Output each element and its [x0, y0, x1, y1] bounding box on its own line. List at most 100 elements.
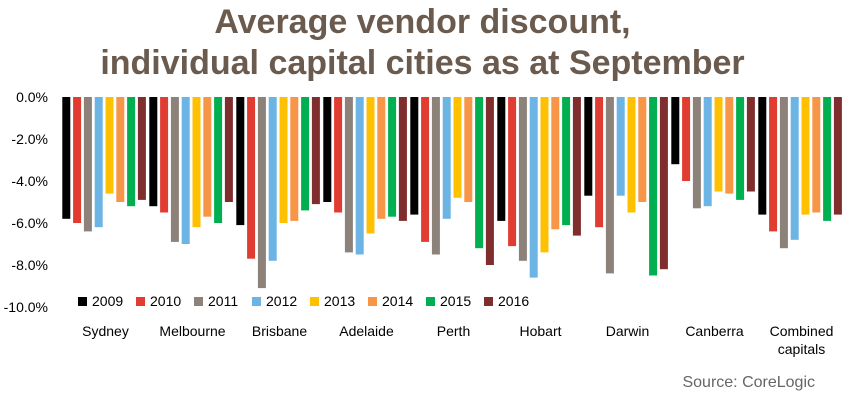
bar [214, 97, 223, 223]
bar [105, 97, 114, 194]
bar [540, 97, 549, 253]
bar [464, 97, 473, 202]
bar [334, 97, 343, 213]
x-category-label: Canberra [685, 323, 744, 339]
y-tick-label: -8.0% [11, 257, 48, 273]
x-category-label: Perth [437, 323, 470, 339]
legend-swatch [194, 297, 203, 306]
bar [518, 97, 527, 261]
legend-label: 2011 [208, 293, 238, 309]
x-category-label: Hobart [519, 323, 561, 339]
bar [659, 97, 668, 270]
bar [279, 97, 288, 223]
bar [453, 97, 462, 198]
bar [410, 97, 419, 215]
legend-label: 2012 [266, 293, 297, 309]
legend-label: 2013 [324, 293, 355, 309]
bar [769, 97, 778, 232]
bar [181, 97, 190, 244]
legend-label: 2010 [150, 293, 181, 309]
bar [714, 97, 723, 192]
bar [497, 97, 506, 221]
legend-swatch [78, 297, 87, 306]
bar [682, 97, 691, 181]
bar [137, 97, 146, 200]
bar [268, 97, 277, 261]
bar [801, 97, 810, 215]
x-category-label: capitals [778, 341, 825, 357]
bar [572, 97, 581, 236]
bar [671, 97, 680, 165]
x-category-label: Sydney [82, 323, 129, 339]
legend: 2009 2010 2011 2012 2013 2014 2015 2016 [78, 293, 529, 309]
source-note: Source: CoreLogic [682, 374, 815, 391]
legend-label: 2014 [382, 293, 413, 309]
bar [366, 97, 375, 234]
bar [192, 97, 201, 228]
x-category-label: Melbourne [159, 323, 225, 339]
bar [377, 97, 386, 219]
bar [311, 97, 320, 205]
bar [562, 97, 571, 226]
bar [73, 97, 82, 223]
bar [508, 97, 517, 247]
bar [736, 97, 745, 200]
bar [83, 97, 92, 232]
y-tick-label: -6.0% [11, 215, 48, 231]
bar [638, 97, 647, 202]
y-tick-label: -4.0% [11, 173, 48, 189]
legend-swatch [310, 297, 319, 306]
bar [323, 97, 332, 202]
legend-swatch [426, 297, 435, 306]
chart-title-line-1: Average vendor discount, [214, 3, 631, 41]
bar [475, 97, 484, 249]
bar [485, 97, 494, 265]
y-tick-label: 0.0% [16, 89, 48, 105]
bar [344, 97, 353, 253]
bar [62, 97, 71, 219]
bar [290, 97, 299, 221]
bar [170, 97, 179, 242]
bar [236, 97, 245, 226]
legend-swatch [252, 297, 261, 306]
x-axis: Sydney Melbourne Brisbane Adelaide Perth Hoba… [82, 323, 833, 357]
chart-title-line-2: individual capital cities as at Septembe… [100, 44, 745, 82]
bar [605, 97, 614, 274]
bar [790, 97, 799, 240]
bar [355, 97, 364, 255]
bar [746, 97, 755, 192]
bar [551, 97, 560, 230]
bar [703, 97, 712, 207]
bar [301, 97, 310, 211]
bar [529, 97, 538, 278]
bar [203, 97, 212, 217]
bar [94, 97, 103, 228]
bar [692, 97, 701, 209]
legend-label: 2009 [92, 293, 123, 309]
legend-label: 2015 [440, 293, 471, 309]
bar [616, 97, 625, 196]
bar [116, 97, 125, 202]
bar [224, 97, 233, 202]
x-category-label: Darwin [606, 323, 650, 339]
bar [398, 97, 407, 221]
legend-swatch [484, 297, 493, 306]
legend-swatch [368, 297, 377, 306]
legend-label: 2016 [498, 293, 529, 309]
y-tick-label: -10.0% [4, 299, 48, 315]
bar [442, 97, 451, 219]
x-category-label: Combined [770, 323, 834, 339]
x-category-label: Brisbane [252, 323, 307, 339]
bar [421, 97, 430, 242]
bar [627, 97, 636, 213]
bar [431, 97, 440, 255]
bar [779, 97, 788, 249]
y-axis: 0.0% -2.0% -4.0% -6.0% -8.0% -10.0% [4, 89, 48, 315]
bar [257, 97, 266, 289]
legend-swatch [136, 297, 145, 306]
bar [833, 97, 842, 215]
bar [584, 97, 593, 196]
bar [595, 97, 604, 228]
